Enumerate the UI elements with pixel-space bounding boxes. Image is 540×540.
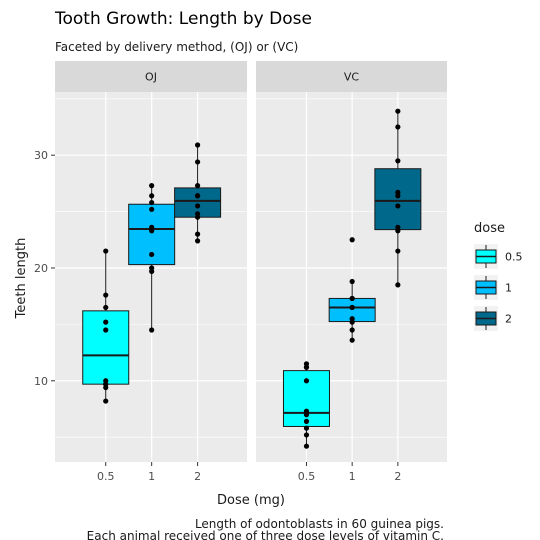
- data-point: [103, 381, 109, 387]
- legend-item-2: 2: [474, 306, 512, 331]
- data-point: [103, 398, 109, 404]
- x-tick-label: 1: [148, 470, 155, 483]
- chart-subtitle: Faceted by delivery method, (OJ) or (VC): [55, 40, 298, 54]
- box-oj-2: [174, 142, 222, 244]
- facet-oj: OJ: [55, 61, 247, 462]
- box-vc-1: [328, 237, 376, 343]
- data-point: [194, 203, 201, 209]
- legend-label: 0.5: [505, 251, 523, 264]
- y-axis-title: Teeth length: [14, 238, 29, 320]
- data-point: [149, 206, 155, 212]
- data-point: [303, 378, 310, 384]
- y-axis: 10 20 30: [34, 149, 55, 388]
- box-oj-1: [128, 183, 176, 333]
- x-tick-label: 0.5: [298, 470, 316, 483]
- facet-strip: [55, 61, 247, 92]
- x-tick-label: 2: [394, 470, 401, 483]
- data-point: [303, 364, 310, 370]
- panel-background: [55, 92, 247, 462]
- data-point: [194, 142, 201, 148]
- data-point: [194, 238, 201, 244]
- data-point: [149, 224, 155, 230]
- data-point: [149, 199, 155, 206]
- data-point: [149, 265, 155, 271]
- box-oj-0.5: [82, 248, 130, 404]
- box-vc-0.5: [282, 361, 330, 449]
- data-point: [103, 319, 109, 325]
- data-point: [103, 327, 109, 333]
- data-point: [349, 304, 355, 311]
- data-point: [395, 228, 401, 234]
- facet-panels: OJ VC: [55, 61, 447, 462]
- data-point: [194, 193, 201, 199]
- legend-label: 1: [505, 282, 512, 295]
- data-point: [395, 248, 401, 254]
- legend-item-0.5: 0.5: [474, 244, 523, 269]
- data-point: [303, 412, 310, 418]
- box-body: [374, 168, 422, 231]
- data-point: [303, 443, 310, 449]
- data-point: [194, 231, 201, 237]
- y-tick-label: 30: [34, 149, 48, 162]
- legend-label: 2: [505, 313, 512, 326]
- data-point: [303, 432, 310, 438]
- data-point: [395, 189, 401, 195]
- y-tick-label: 10: [34, 375, 48, 388]
- data-point: [349, 237, 355, 243]
- x-axis-title: Dose (mg): [217, 493, 285, 508]
- data-point: [395, 158, 401, 164]
- legend: dose 0.5 1 2: [474, 221, 523, 331]
- y-tick-label: 20: [34, 262, 48, 275]
- data-point: [103, 292, 109, 298]
- chart-title: Tooth Growth: Length by Dose: [54, 9, 312, 29]
- data-point: [395, 203, 401, 209]
- data-point: [349, 278, 355, 285]
- data-point: [395, 108, 401, 114]
- x-axis: 0.5 1 2 0.5 1 2: [97, 462, 401, 483]
- data-point: [349, 327, 355, 333]
- facet-vc: VC: [256, 61, 447, 462]
- data-point: [395, 282, 401, 288]
- legend-title: dose: [474, 221, 505, 236]
- data-point: [194, 211, 201, 217]
- x-tick-label: 2: [194, 470, 201, 483]
- legend-item-1: 1: [474, 275, 512, 300]
- data-point: [149, 327, 155, 333]
- data-point: [349, 337, 355, 343]
- data-point: [349, 295, 355, 302]
- data-point: [349, 316, 355, 322]
- data-point: [103, 248, 109, 254]
- data-point: [303, 425, 310, 431]
- data-point: [194, 183, 201, 189]
- facet-strip: [256, 61, 447, 92]
- data-point: [303, 418, 310, 424]
- box-vc-2: [374, 108, 422, 288]
- x-tick-label: 1: [349, 470, 356, 483]
- caption-line-1: Length of odontoblasts in 60 guinea pigs…: [195, 517, 444, 531]
- data-point: [149, 251, 155, 258]
- facet-strip-label: OJ: [145, 71, 157, 84]
- facet-strip-label: VC: [344, 71, 360, 84]
- data-point: [103, 304, 109, 311]
- data-point: [149, 193, 155, 199]
- x-tick-label: 0.5: [97, 470, 115, 483]
- data-point: [194, 159, 201, 165]
- data-point: [149, 183, 155, 189]
- data-point: [395, 124, 401, 130]
- caption-line-2: Each animal received one of three dose l…: [87, 529, 444, 540]
